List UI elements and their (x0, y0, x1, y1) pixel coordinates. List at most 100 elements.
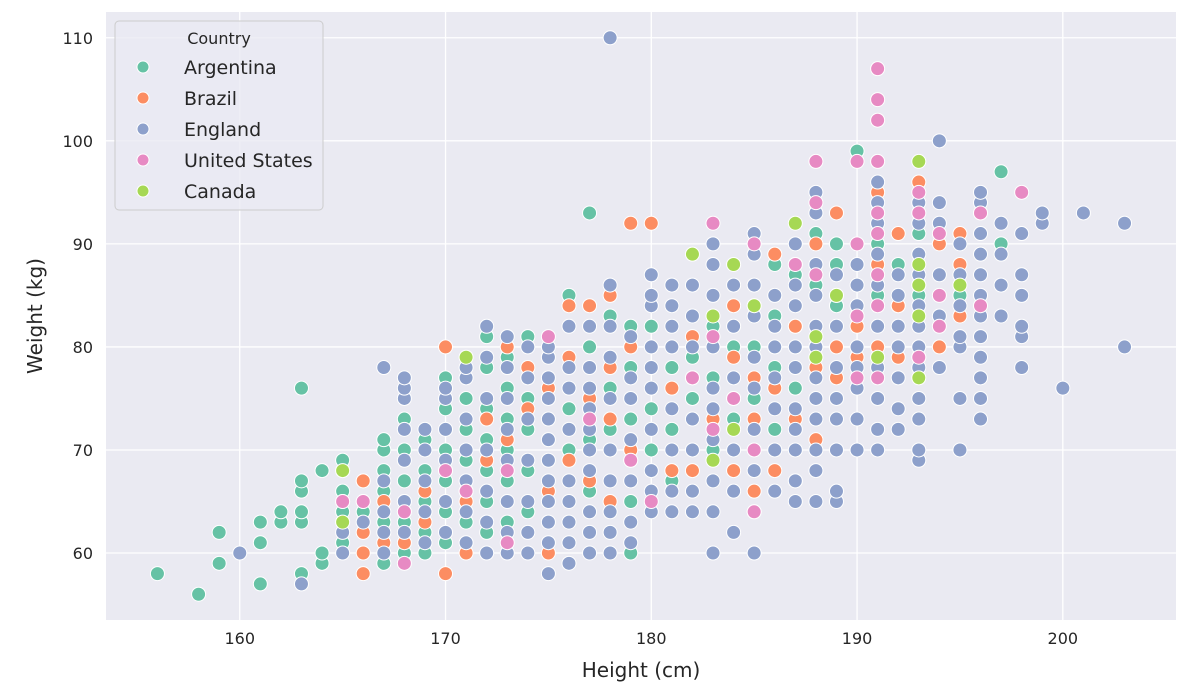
point-england (870, 390, 886, 406)
point-england (726, 524, 742, 540)
point-united-states (849, 236, 865, 252)
point-england (808, 442, 824, 458)
point-argentina (828, 236, 844, 252)
point-england (870, 318, 886, 334)
point-england (684, 308, 700, 324)
point-england (870, 174, 886, 190)
point-england (355, 514, 371, 530)
point-argentina (314, 463, 330, 479)
point-england (417, 504, 433, 520)
point-brazil (355, 473, 371, 489)
point-argentina (664, 360, 680, 376)
point-united-states (870, 61, 886, 77)
point-england (973, 184, 989, 200)
x-tick-label: 160 (224, 629, 255, 648)
point-england (417, 535, 433, 551)
point-brazil (479, 411, 495, 427)
point-argentina (561, 401, 577, 417)
x-tick-label: 190 (842, 629, 873, 648)
point-england (1014, 360, 1030, 376)
point-england (828, 411, 844, 427)
point-united-states (499, 463, 515, 479)
legend-label-united-states: United States (184, 150, 313, 172)
point-united-states (458, 483, 474, 499)
point-united-states (335, 493, 351, 509)
point-united-states (355, 493, 371, 509)
point-england (499, 421, 515, 437)
tick-labels: 160 170 180 190 200 60 70 80 90 100 110 (62, 29, 1078, 648)
point-canada (705, 452, 721, 468)
point-england (973, 246, 989, 262)
point-england (664, 277, 680, 293)
point-england (623, 535, 639, 551)
point-argentina (623, 493, 639, 509)
point-brazil (746, 483, 762, 499)
point-england (890, 287, 906, 303)
point-united-states (870, 92, 886, 108)
point-united-states (931, 318, 947, 334)
point-england (973, 329, 989, 345)
point-england (705, 287, 721, 303)
point-united-states (849, 370, 865, 386)
point-united-states (911, 205, 927, 221)
point-england (767, 339, 783, 355)
point-england (726, 370, 742, 386)
point-england (458, 411, 474, 427)
y-tick-label: 60 (73, 544, 93, 563)
point-england (540, 535, 556, 551)
point-england (849, 256, 865, 272)
point-united-states (787, 256, 803, 272)
point-argentina (664, 421, 680, 437)
point-brazil (808, 236, 824, 252)
point-england (520, 370, 536, 386)
point-england (376, 545, 392, 561)
point-england (931, 360, 947, 376)
point-brazil (664, 463, 680, 479)
legend-label-argentina: Argentina (184, 57, 277, 79)
legend: Country Argentina Brazil England United Sta… (114, 20, 324, 211)
point-england (973, 370, 989, 386)
point-england (931, 267, 947, 283)
point-england (417, 421, 433, 437)
point-england (561, 360, 577, 376)
point-england (479, 318, 495, 334)
point-argentina (993, 164, 1009, 180)
point-england (643, 463, 659, 479)
point-england (458, 442, 474, 458)
point-canada (911, 153, 927, 169)
point-england (540, 493, 556, 509)
legend-marker-canada (136, 184, 150, 198)
point-england (705, 401, 721, 417)
point-canada (952, 277, 968, 293)
point-argentina (149, 566, 165, 582)
point-england (952, 236, 968, 252)
point-england (293, 576, 309, 592)
point-united-states (705, 329, 721, 345)
point-england (911, 442, 927, 458)
point-england (890, 401, 906, 417)
point-england (726, 277, 742, 293)
point-united-states (973, 298, 989, 314)
point-england (684, 411, 700, 427)
y-axis-label: Weight (kg) (23, 258, 47, 374)
point-england (870, 421, 886, 437)
point-england (479, 442, 495, 458)
point-united-states (396, 555, 412, 571)
point-england (870, 442, 886, 458)
point-england (849, 442, 865, 458)
point-england (870, 246, 886, 262)
point-england (1075, 205, 1091, 221)
point-england (520, 545, 536, 561)
point-england (993, 277, 1009, 293)
point-england (602, 545, 618, 561)
point-canada (870, 349, 886, 365)
point-england (520, 452, 536, 468)
point-england (602, 524, 618, 540)
point-argentina (684, 390, 700, 406)
point-england (479, 545, 495, 561)
point-england (438, 421, 454, 437)
point-england (479, 514, 495, 530)
y-tick-label: 80 (73, 338, 93, 357)
point-england (540, 566, 556, 582)
